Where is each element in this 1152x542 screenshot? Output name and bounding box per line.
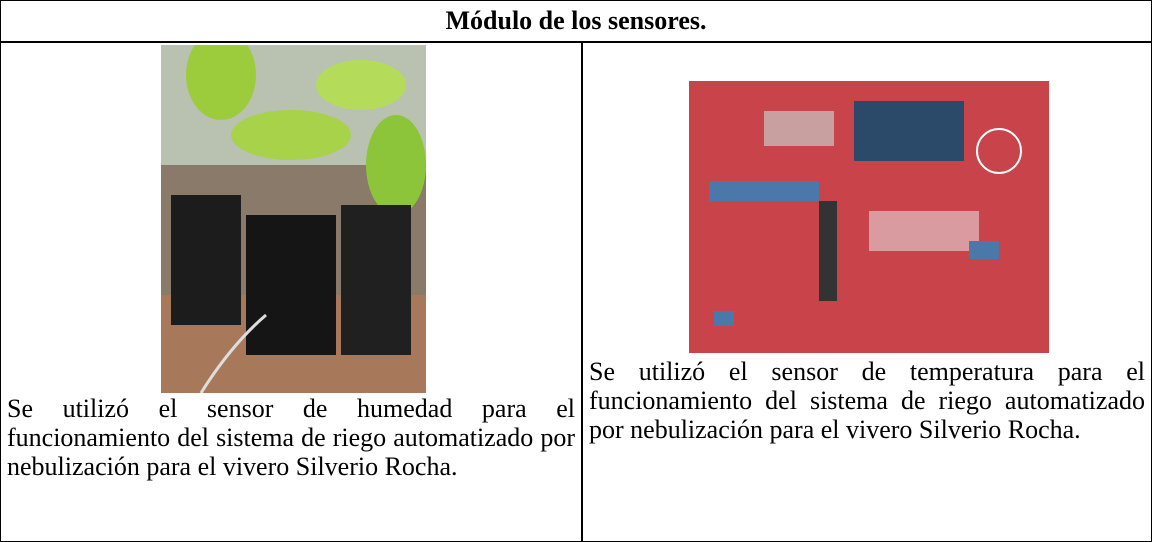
board-photo	[689, 81, 1049, 353]
table-cell: Se utilizó el sensor de humedad para el …	[1, 43, 583, 541]
caption: Se utilizó el sensor de humedad para el …	[7, 394, 575, 481]
plant-photo	[161, 45, 426, 393]
table-cell: Se utilizó el sensor de temperatura para…	[583, 43, 1151, 541]
caption: Se utilizó el sensor de temperatura para…	[589, 357, 1145, 444]
table-title: Módulo de los sensores.	[1, 1, 1151, 43]
